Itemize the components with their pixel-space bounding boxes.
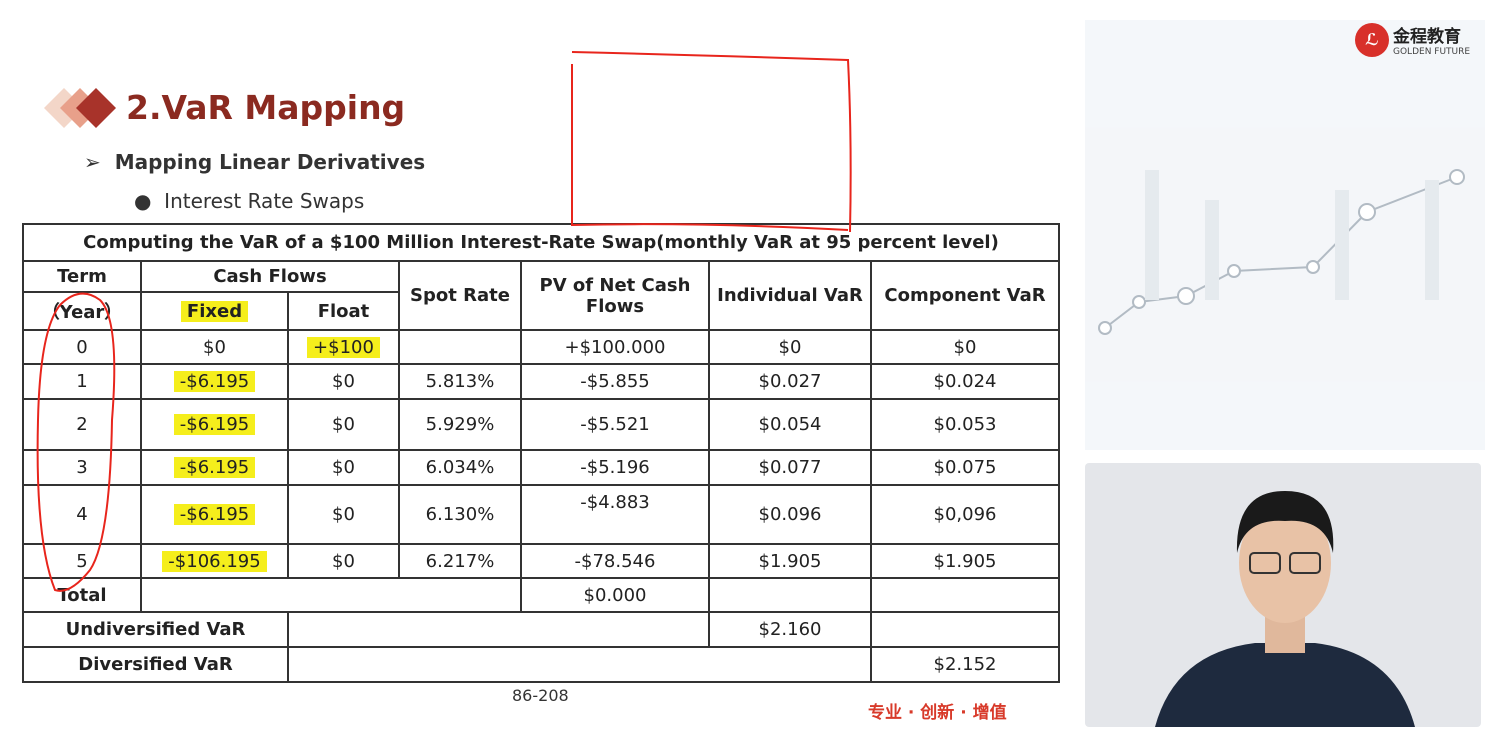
cell-float: $0	[287, 449, 400, 486]
highlighted-value: -$6.195	[173, 414, 256, 435]
slogan: 专业 · 创新 · 增值	[868, 703, 1007, 723]
table-row: 0 $0 +$100 +$100.000 $0 $0	[22, 329, 1060, 365]
cell-pv: -$4.883	[520, 484, 710, 545]
cell-individual-var: $0	[708, 329, 872, 365]
header-fixed: Fixed	[180, 300, 249, 322]
var-table: Computing the VaR of a $100 Million Inte…	[22, 223, 1060, 683]
table-row: 2 -$6.195 $0 5.929% -$5.521 $0.054 $0.053	[22, 398, 1060, 451]
cell-term: 2	[22, 398, 142, 451]
cell-component-var: $1.905	[870, 543, 1060, 579]
highlighted-value: -$6.195	[173, 371, 256, 392]
presenter-video[interactable]	[1085, 463, 1481, 727]
cell-component-var: $0.075	[870, 449, 1060, 486]
cell-individual-var: $0.096	[708, 484, 872, 545]
cell-term: 3	[22, 449, 142, 486]
cell-pv: -$5.855	[520, 363, 710, 400]
brand-logo: ℒ 金程教育 GOLDEN FUTURE	[1355, 22, 1470, 57]
header-float: Float	[287, 291, 400, 331]
page-number: 86-208	[512, 686, 569, 705]
table-caption: Computing the VaR of a $100 Million Inte…	[22, 223, 1060, 262]
highlighted-value: -$6.195	[173, 504, 256, 525]
cell-fixed: -$106.195	[140, 543, 289, 579]
cell-spot	[398, 329, 522, 365]
cell-spot: 5.929%	[398, 398, 522, 451]
cell-component-var: $0,096	[870, 484, 1060, 545]
cell-float: $0	[287, 484, 400, 545]
cell-term: 5	[22, 543, 142, 579]
highlighted-value: +$100	[307, 336, 380, 358]
diamond-logo-icon	[44, 88, 116, 128]
undiversified-value: $2.160	[708, 611, 872, 648]
total-pv: $0.000	[520, 577, 710, 613]
logo-tagline: GOLDEN FUTURE	[1393, 47, 1471, 57]
header-individual-var: Individual VaR	[708, 260, 872, 331]
cell-individual-var: $0.054	[708, 398, 872, 451]
cell-pv: -$5.196	[520, 449, 710, 486]
cell-fixed: -$6.195	[140, 398, 289, 451]
cell-float: $0	[287, 543, 400, 579]
logo-name: 金程教育	[1393, 27, 1461, 47]
cell-spot: 5.813%	[398, 363, 522, 400]
cell-fixed: -$6.195	[140, 363, 289, 400]
table-row: 4 -$6.195 $0 6.130% -$4.883 $0.096 $0,096	[22, 484, 1060, 545]
undiversified-label: Undiversified VaR	[22, 611, 289, 648]
header-pv: PV of Net Cash Flows	[520, 260, 710, 331]
cell-individual-var: $0.027	[708, 363, 872, 400]
cell-spot: 6.130%	[398, 484, 522, 545]
cell-float: +$100	[287, 329, 400, 365]
cell-pv: -$5.521	[520, 398, 710, 451]
cell-component-var: $0.024	[870, 363, 1060, 400]
header-term: Term	[22, 260, 142, 293]
diversified-label: Diversified VaR	[22, 646, 289, 683]
cell-spot: 6.034%	[398, 449, 522, 486]
logo-emblem-icon: ℒ	[1355, 22, 1389, 57]
cell-float: $0	[287, 363, 400, 400]
cell-individual-var: $1.905	[708, 543, 872, 579]
cell-float: $0	[287, 398, 400, 451]
total-label: Total	[22, 577, 142, 613]
slide-subtitle: ➢ Mapping Linear Derivatives	[84, 150, 426, 174]
cell-fixed: $0	[140, 329, 289, 365]
cell-fixed: -$6.195	[140, 484, 289, 545]
background-infographic	[1085, 20, 1485, 450]
header-spot: Spot Rate	[398, 260, 522, 331]
subtitle-text: Mapping Linear Derivatives	[114, 150, 426, 174]
cell-pv: -$78.546	[520, 543, 710, 579]
cell-component-var: $0	[870, 329, 1060, 365]
cell-individual-var: $0.077	[708, 449, 872, 486]
table-row: 3 -$6.195 $0 6.034% -$5.196 $0.077 $0.075	[22, 449, 1060, 486]
bullet-text: Interest Rate Swaps	[164, 189, 365, 213]
header-component-var: Component VaR	[870, 260, 1060, 331]
cell-term: 4	[22, 484, 142, 545]
highlighted-value: -$106.195	[162, 550, 267, 572]
diversified-value: $2.152	[870, 646, 1060, 683]
header-year: （Year）	[22, 291, 142, 331]
cell-spot: 6.217%	[398, 543, 522, 579]
table-row: 5 -$106.195 $0 6.217% -$78.546 $1.905 $1.905	[22, 543, 1060, 579]
cell-term: 0	[22, 329, 142, 365]
highlighted-value: -$6.195	[173, 457, 256, 478]
cell-pv: +$100.000	[520, 329, 710, 365]
table-row: 1 -$6.195 $0 5.813% -$5.855 $0.027 $0.024	[22, 363, 1060, 400]
cell-component-var: $0.053	[870, 398, 1060, 451]
cell-fixed: -$6.195	[140, 449, 289, 486]
slide-title: 2.VaR Mapping	[126, 88, 406, 127]
cell-term: 1	[22, 363, 142, 400]
bullet-item: ● Interest Rate Swaps	[134, 189, 365, 213]
header-cash-flows: Cash Flows	[140, 260, 400, 293]
